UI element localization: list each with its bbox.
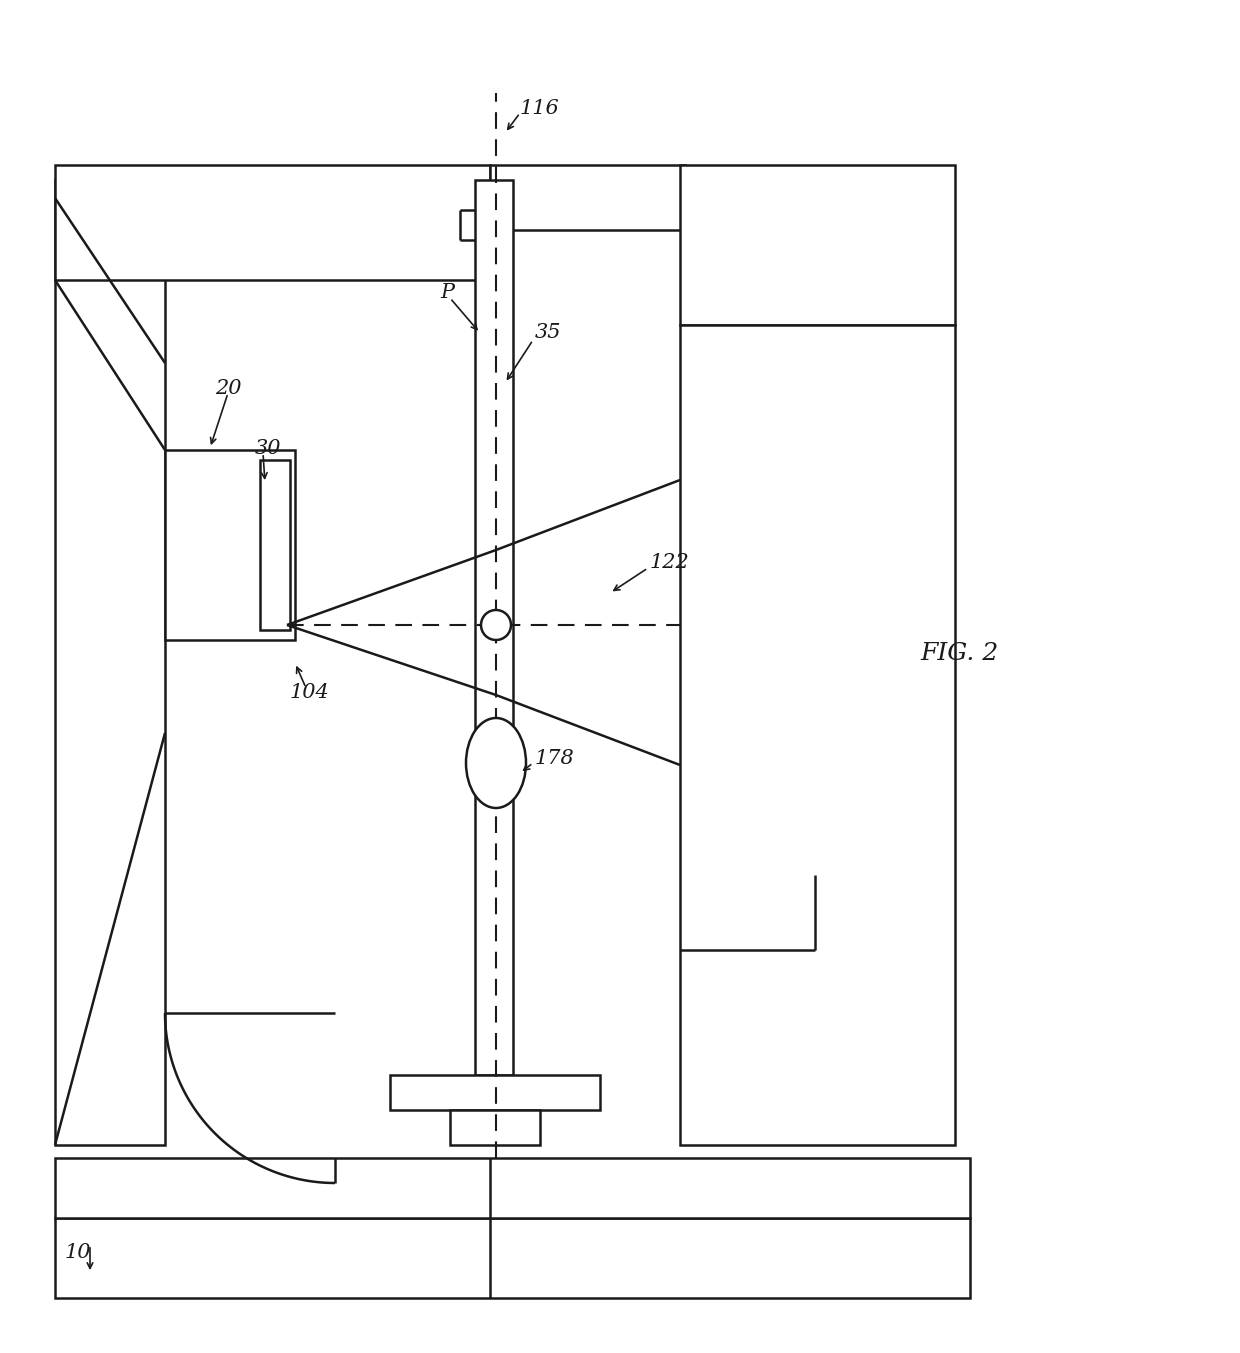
Bar [475, 180, 513, 1076]
Bar [55, 1218, 970, 1298]
Text: 122: 122 [650, 553, 689, 572]
Ellipse shape [466, 718, 526, 808]
Text: 178: 178 [534, 748, 575, 767]
Text: 20: 20 [215, 379, 242, 398]
Text: 10: 10 [64, 1243, 92, 1262]
Text: P: P [440, 284, 454, 303]
Text: 104: 104 [290, 683, 330, 702]
Bar [55, 165, 490, 280]
Bar [55, 180, 165, 1145]
Bar [450, 1109, 539, 1145]
Bar [680, 165, 955, 325]
Text: 116: 116 [520, 99, 559, 118]
Text: FIG. 2: FIG. 2 [920, 641, 998, 664]
Bar [391, 1076, 600, 1109]
Bar [490, 165, 684, 230]
Bar [55, 1158, 970, 1218]
Bar [680, 325, 955, 1145]
Bar [260, 460, 290, 630]
Circle shape [481, 610, 511, 640]
Bar [165, 451, 295, 640]
Text: 35: 35 [534, 323, 562, 342]
Text: 30: 30 [255, 438, 281, 457]
